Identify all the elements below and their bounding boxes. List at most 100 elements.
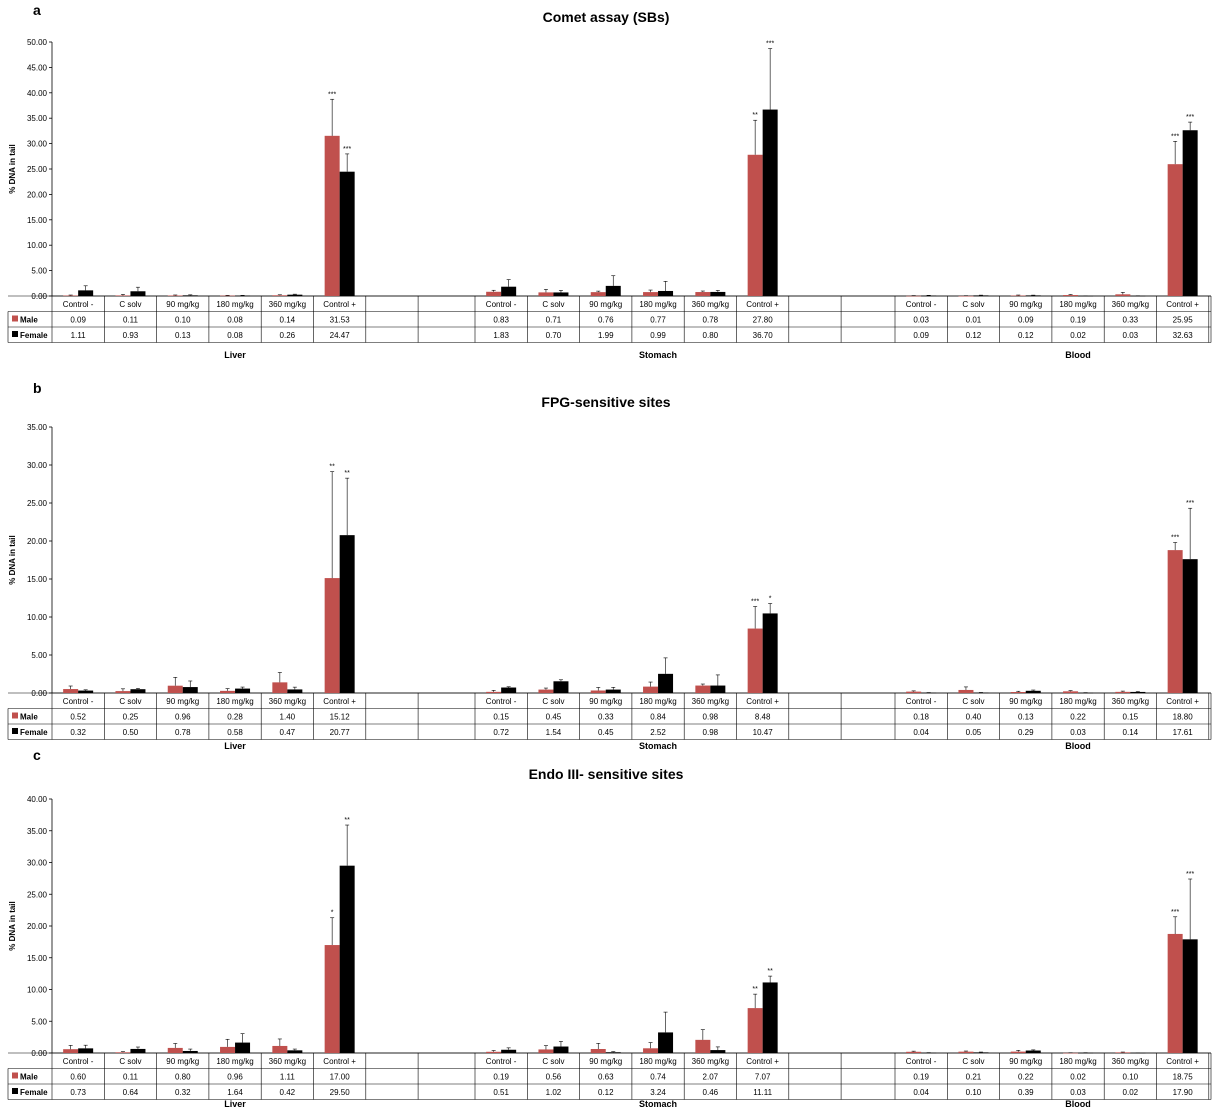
category-label: 180 mg/kg — [216, 1057, 253, 1066]
data-label: 10.47 — [753, 728, 774, 737]
legend-label: Female — [20, 728, 48, 737]
data-label: 0.98 — [703, 713, 719, 722]
significance-marker: * — [769, 596, 772, 603]
data-label: 0.74 — [650, 1073, 666, 1082]
bar-male-blood-1 — [958, 295, 974, 297]
data-label: 0.03 — [1070, 728, 1086, 737]
data-label: 0.15 — [1123, 713, 1139, 722]
significance-marker: *** — [328, 91, 336, 98]
category-label: 360 mg/kg — [269, 697, 306, 706]
bar-female-stomach-5 — [762, 109, 778, 297]
data-label: 0.77 — [650, 316, 666, 325]
y-tick-label: 25.00 — [27, 890, 48, 899]
data-label: 0.19 — [913, 1073, 929, 1082]
y-tick-label: 25.00 — [27, 165, 48, 174]
data-label: 0.78 — [703, 316, 719, 325]
y-tick-label: 25.00 — [27, 499, 48, 508]
data-label: 2.07 — [703, 1073, 719, 1082]
data-label: 0.03 — [1123, 331, 1139, 340]
chart-title: Comet assay (SBs) — [543, 9, 670, 25]
category-label: Control + — [1166, 300, 1199, 309]
bar-female-blood-4 — [1130, 1052, 1146, 1054]
bar-male-blood-1 — [958, 689, 974, 693]
y-tick-label: 0.00 — [31, 1049, 47, 1058]
bar-female-stomach-0 — [501, 687, 517, 693]
bar-female-liver-3 — [235, 1042, 251, 1053]
bar-male-stomach-2 — [590, 292, 606, 296]
category-label: Control - — [63, 1057, 94, 1066]
data-label: 24.47 — [330, 331, 351, 340]
bar-male-liver-4 — [272, 682, 288, 693]
data-label: 0.08 — [227, 331, 243, 340]
data-label: 31.53 — [330, 316, 351, 325]
data-label: 0.13 — [175, 331, 191, 340]
bar-male-liver-2 — [167, 295, 183, 296]
legend-label: Male — [20, 316, 38, 325]
y-tick-label: 0.00 — [31, 689, 47, 698]
legend-key-female — [12, 1088, 18, 1094]
bar-male-blood-5 — [1167, 550, 1183, 693]
bar-female-blood-3 — [1078, 692, 1094, 694]
data-label: 1.02 — [546, 1088, 562, 1097]
category-label: 90 mg/kg — [589, 300, 622, 309]
data-label: 0.51 — [493, 1088, 509, 1097]
data-label: 1.99 — [598, 331, 614, 340]
group-label-blood: Blood — [1065, 1099, 1091, 1109]
y-tick-label: 15.00 — [27, 216, 48, 225]
panel-letter: c — [33, 747, 41, 763]
legend-key-female — [12, 331, 18, 337]
bar-female-stomach-2 — [605, 1052, 621, 1053]
bar-male-stomach-5 — [747, 1008, 763, 1053]
bar-female-liver-1 — [130, 1048, 146, 1053]
bar-female-blood-3 — [1078, 1052, 1094, 1054]
bar-male-blood-2 — [1010, 692, 1026, 693]
data-label: 0.14 — [280, 316, 296, 325]
bar-male-stomach-0 — [486, 1051, 502, 1053]
bar-male-stomach-1 — [538, 689, 554, 693]
bar-male-liver-2 — [167, 1047, 183, 1053]
data-label: 0.98 — [703, 728, 719, 737]
bar-female-stomach-2 — [605, 689, 621, 693]
bar-female-liver-0 — [78, 1048, 94, 1053]
data-label: 0.45 — [546, 713, 562, 722]
group-label-liver: Liver — [224, 350, 246, 360]
data-label: 0.80 — [175, 1073, 191, 1082]
data-label: 1.54 — [546, 728, 562, 737]
category-label: 90 mg/kg — [166, 1057, 199, 1066]
data-label: 1.64 — [227, 1088, 243, 1097]
significance-marker: * — [331, 910, 334, 917]
data-label: 0.40 — [966, 713, 982, 722]
data-label: 0.58 — [227, 728, 243, 737]
bar-male-liver-3 — [220, 295, 236, 297]
category-label: Control - — [486, 697, 517, 706]
data-label: 0.14 — [1123, 728, 1139, 737]
bar-male-liver-0 — [63, 1049, 79, 1053]
category-label: Control + — [323, 697, 356, 706]
category-label: Control - — [63, 697, 94, 706]
data-label: 0.73 — [70, 1088, 86, 1097]
bar-female-stomach-4 — [710, 1050, 726, 1053]
category-label: 360 mg/kg — [692, 697, 729, 706]
data-label: 0.22 — [1070, 713, 1086, 722]
group-label-stomach: Stomach — [639, 350, 677, 360]
panel-letter: b — [33, 380, 42, 396]
bar-female-blood-5 — [1182, 559, 1198, 693]
data-label: 0.11 — [123, 316, 139, 325]
bar-male-stomach-0 — [486, 691, 502, 693]
bar-male-blood-2 — [1010, 295, 1026, 297]
category-label: 180 mg/kg — [1059, 300, 1096, 309]
data-label: 2.52 — [650, 728, 666, 737]
data-label: 0.29 — [1018, 728, 1034, 737]
data-label: 0.22 — [1018, 1073, 1034, 1082]
panel-b: b FPG-sensitive sites 0.00 5.00 10.00 15.00 20… — [7, 380, 1212, 751]
bar-female-stomach-3 — [658, 673, 674, 693]
bar-male-blood-3 — [1063, 295, 1079, 296]
bar-male-stomach-2 — [590, 690, 606, 693]
category-label: 360 mg/kg — [1112, 300, 1149, 309]
data-label: 0.04 — [913, 1088, 929, 1097]
category-label: Control - — [906, 300, 937, 309]
bar-female-stomach-3 — [658, 290, 674, 296]
data-label: 11.11 — [753, 1088, 772, 1097]
data-label: 0.46 — [703, 1088, 719, 1097]
